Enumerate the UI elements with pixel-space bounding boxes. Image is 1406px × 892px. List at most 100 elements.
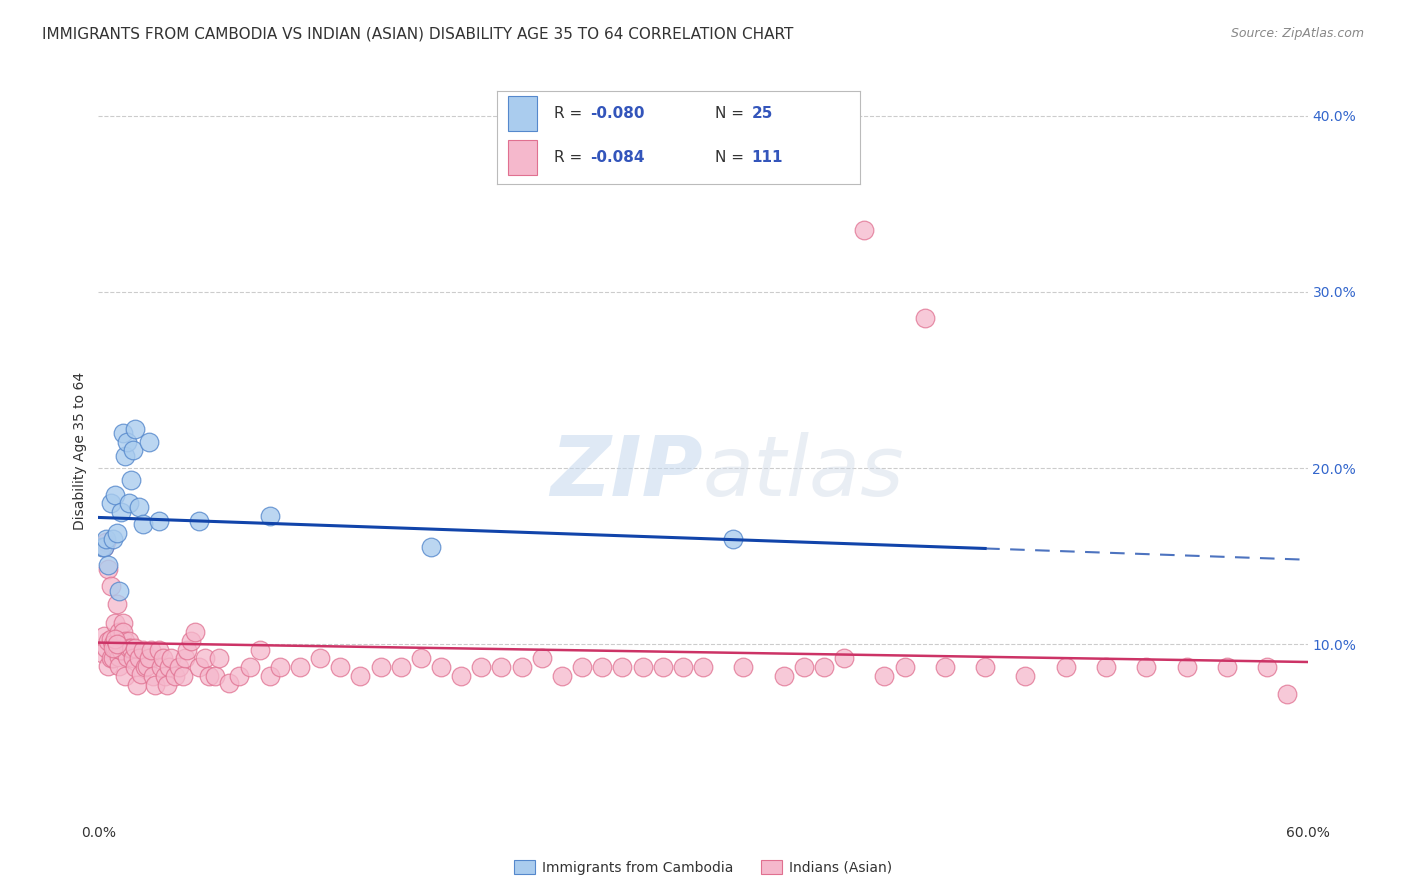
Point (114, 669, 136, 683)
Point (100, 579, 122, 593)
Point (1014, 669, 1036, 683)
Point (156, 678, 179, 692)
Point (101, 640, 124, 655)
Point (91, 541, 114, 555)
Text: atlas: atlas (703, 432, 904, 513)
Point (128, 651, 150, 665)
Point (101, 651, 124, 665)
Point (115, 434, 138, 449)
Point (873, 669, 896, 683)
Y-axis label: Disability Age 35 to 64: Disability Age 35 to 64 (73, 371, 87, 530)
Point (125, 678, 148, 692)
Point (97, 633, 120, 648)
Point (1054, 660, 1077, 674)
Point (124, 640, 146, 655)
Point (228, 669, 250, 683)
Point (194, 651, 217, 665)
Point (1135, 660, 1157, 674)
Point (107, 658, 129, 673)
Point (107, 584, 129, 599)
Point (288, 660, 311, 674)
Point (974, 660, 997, 674)
Point (121, 651, 143, 665)
Point (591, 660, 613, 674)
Point (239, 660, 262, 674)
Point (111, 625, 134, 640)
Point (470, 660, 492, 674)
Point (96, 640, 118, 655)
Point (135, 658, 157, 673)
Point (249, 642, 271, 657)
Point (934, 660, 956, 674)
Point (118, 633, 141, 648)
Point (93, 628, 115, 642)
Point (153, 669, 176, 683)
Point (163, 669, 186, 683)
Point (105, 526, 128, 541)
Point (1095, 660, 1118, 674)
Point (128, 500, 150, 514)
Point (612, 660, 634, 674)
Point (1175, 660, 1198, 674)
Point (93, 541, 115, 555)
Point (651, 660, 673, 674)
Point (114, 449, 136, 463)
Point (723, 532, 745, 546)
Point (329, 660, 352, 674)
Point (853, 223, 876, 237)
Point (115, 649, 138, 664)
Point (793, 660, 815, 674)
Point (204, 669, 226, 683)
Point (96, 532, 118, 546)
Point (110, 505, 132, 519)
Point (114, 633, 136, 648)
Point (772, 669, 794, 683)
Point (148, 642, 170, 657)
Point (1256, 660, 1278, 674)
Point (120, 640, 142, 655)
Point (389, 660, 412, 674)
Point (188, 660, 211, 674)
Point (180, 633, 202, 648)
Point (103, 616, 125, 631)
Point (174, 651, 197, 665)
Point (631, 660, 654, 674)
Point (893, 660, 915, 674)
Point (91, 646, 114, 660)
Point (120, 474, 142, 488)
Point (172, 669, 194, 683)
Point (134, 660, 156, 674)
Point (813, 660, 835, 674)
Point (101, 637, 124, 651)
Point (132, 642, 155, 657)
Point (97, 561, 120, 575)
Point (269, 660, 291, 674)
Point (118, 496, 141, 510)
Text: ZIP: ZIP (550, 432, 703, 513)
Point (409, 651, 432, 665)
Point (530, 651, 553, 665)
Point (218, 676, 240, 690)
Point (309, 651, 332, 665)
Point (692, 660, 714, 674)
Point (107, 649, 129, 664)
Point (101, 532, 124, 546)
Point (132, 517, 155, 532)
Point (107, 625, 129, 640)
Point (571, 660, 593, 674)
Point (149, 660, 172, 674)
Legend: Immigrants from Cambodia, Indians (Asian): Immigrants from Cambodia, Indians (Asian… (509, 855, 897, 880)
Point (105, 640, 128, 655)
Point (93, 541, 115, 555)
Point (259, 508, 281, 523)
Point (450, 669, 472, 683)
Point (103, 632, 125, 646)
Point (1216, 660, 1239, 674)
Point (152, 651, 174, 665)
Point (160, 651, 183, 665)
Point (430, 660, 453, 674)
Point (118, 640, 141, 655)
Point (100, 632, 122, 646)
Point (138, 434, 160, 449)
Point (672, 660, 695, 674)
